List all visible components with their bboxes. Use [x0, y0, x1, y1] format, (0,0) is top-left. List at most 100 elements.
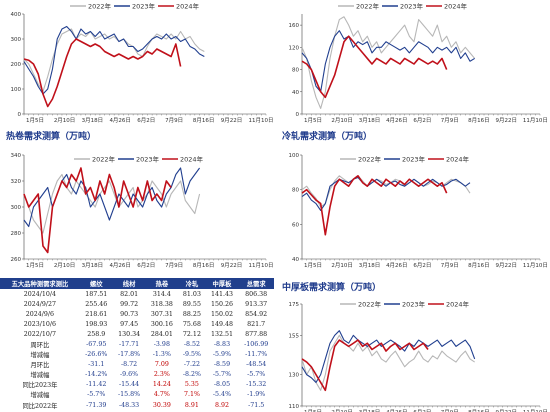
x-tick-label: 1月5日	[304, 409, 322, 412]
x-tick-label: 3月18日	[82, 117, 104, 124]
table-header-cell: 五大品种测需求测比	[0, 278, 80, 289]
series-line-2024年	[301, 339, 429, 392]
table-row-label: 增减幅	[30, 392, 50, 400]
table-row-label: 2022/10/7	[23, 330, 57, 338]
table-cell: -15.44	[119, 381, 140, 389]
x-tick-label: 7月9日	[441, 409, 459, 412]
hot-coil-title: 热卷需求测算（万吨）	[6, 132, 97, 142]
legend-label-1: 2023年	[136, 154, 160, 163]
series-line-2022年	[23, 173, 201, 234]
series-line-2022年	[301, 16, 476, 109]
x-tick-label: 3月18日	[359, 117, 381, 124]
series-line-2023年	[301, 176, 471, 212]
table-row: 同比2023年 -11.42 -15.44 14.24 5.35 -8.05 -15.32	[0, 380, 274, 390]
y-tick-label: 40	[292, 257, 299, 263]
table-row-label: 增减幅	[30, 372, 50, 380]
x-tick-label: 1月5日	[304, 262, 322, 269]
x-tick-label: 7月9日	[441, 262, 459, 269]
table-body: 2024/10/4 187.51 82.01 314.4 81.03 141.43 806.…	[0, 289, 274, 410]
chart-legend: 2022年 2023年 2024年	[340, 154, 470, 163]
x-tick-label: 7月9日	[441, 117, 459, 124]
legend-label-0: 2022年	[88, 1, 112, 10]
chart-legend: 2022年 2023年 2024年	[74, 154, 204, 163]
x-tick-label: 2月10日	[331, 117, 353, 124]
series-line-2024年	[23, 167, 172, 254]
x-tick-label: 7月9日	[165, 262, 183, 269]
cold-rolled-chart-svg: 2022年 2023年 2024年 40 60 80 100 1月5日 2月10日 3月18日 4月…	[289, 153, 548, 269]
y-tick-label: 120	[289, 45, 300, 51]
y-tick-label: 0	[296, 112, 300, 118]
table-cell: -8.52	[183, 341, 201, 349]
x-tick-label: 1月5日	[304, 117, 322, 124]
table-cell: 7.09	[154, 361, 169, 369]
table-header-cell: 总需求	[238, 278, 274, 289]
series-line-2023年	[23, 25, 205, 95]
x-tick-label: 11月10日	[523, 262, 548, 269]
series-line-2023年	[301, 330, 476, 384]
x-tick-label: 9月22日	[495, 262, 517, 269]
table-row-label: 2024/9/27	[23, 300, 57, 308]
legend-label-0: 2022年	[356, 1, 380, 10]
x-tick-label: 2月10日	[331, 409, 353, 412]
table-cell: 198.93	[85, 320, 108, 328]
table-cell: -8.59	[213, 361, 231, 369]
x-tick-label: 2月10日	[54, 117, 76, 124]
table-cell: -17.71	[119, 341, 140, 349]
table-row-label: 2023/10/6	[23, 320, 57, 328]
y-tick-label: 320	[11, 179, 22, 185]
y-tick-label: 80	[292, 188, 299, 194]
table-cell: -71.39	[86, 401, 107, 409]
y-tick-label: 130	[289, 373, 300, 379]
x-tick-label: 4月26日	[109, 117, 131, 124]
legend-label-2: 2024年	[446, 154, 470, 163]
medium-plate-title: 中厚板需求测算（万吨）	[282, 283, 382, 293]
table-cell: 150.02	[210, 310, 234, 318]
table-cell: 149.48	[210, 320, 234, 328]
table-cell: -8.05	[213, 381, 231, 389]
x-tick-label: 9月22日	[221, 262, 243, 269]
x-tick-label: 8月16日	[468, 409, 490, 412]
y-tick-label: 40	[292, 90, 299, 96]
x-tick-label: 3月18日	[359, 262, 381, 269]
y-tick-label: 0	[18, 112, 22, 118]
table-cell: 187.51	[85, 290, 108, 298]
table-cell: 806.38	[245, 290, 268, 298]
table-cell: -3.98	[153, 341, 170, 349]
medium-plate-chart-svg: 2022年 2023年 2024年 110 130 155 175 1月5日 2月10日 3月18…	[289, 299, 548, 412]
demand-summary-table: 五大品种测需求测比 螺纹 线材 热卷 冷轧 中厚板 总需求 2024/10/4 187.51 8…	[0, 278, 274, 412]
legend-label-1: 2023年	[402, 299, 426, 308]
x-tick-label: 4月26日	[386, 117, 408, 124]
table-cell: -5.7%	[212, 371, 232, 379]
x-tick-label: 9月22日	[495, 409, 517, 412]
table-row: 2024/9/6 218.61 90.73 307.31 88.25 150.02 854.…	[0, 309, 274, 319]
y-tick-label: 340	[11, 153, 22, 159]
table-cell: 89.55	[182, 300, 201, 308]
chart-axes: 0 100 200 300 400 1月5日 2月10日 3月18日 4月26日 6月2日 7月9日…	[11, 12, 274, 124]
table-cell: 88.25	[182, 310, 201, 318]
x-tick-label: 8月16日	[193, 117, 215, 124]
chart-axes: 0 40 80 120 160 1月5日 2月10日 3月18日 4月26日 6月2日 7月9日 8月…	[289, 14, 548, 124]
series-line-2024年	[23, 38, 182, 108]
x-tick-label: 9月22日	[221, 117, 243, 124]
table-cell: 218.61	[85, 310, 108, 318]
y-tick-label: 175	[289, 302, 300, 308]
table-cell: 314.4	[152, 290, 171, 298]
table-row: 月环比 -31.1 -8.72 7.09 -7.22 -8.59 -48.54	[0, 360, 274, 370]
table-cell: -48.54	[246, 361, 267, 369]
table-cell: 30.39	[152, 401, 171, 409]
x-tick-label: 4月26日	[386, 409, 408, 412]
table-cell: -26.6%	[85, 351, 108, 359]
table-row-label: 2024/9/6	[25, 310, 55, 318]
x-tick-label: 6月2日	[413, 262, 431, 269]
table-cell: 141.43	[210, 290, 234, 298]
table-row: 周环比 -67.95 -17.71 -3.98 -8.52 -8.83 -106.99	[0, 339, 274, 349]
table-cell: -7.22	[183, 361, 201, 369]
table-cell: -17.8%	[118, 351, 141, 359]
table-row: 同比2022年 -71.39 -48.33 30.39 8.91 8.92 -71.5	[0, 400, 274, 410]
table-cell: 14.24	[152, 381, 171, 389]
x-tick-label: 8月16日	[468, 262, 490, 269]
series-line-2024年	[301, 174, 448, 236]
table-cell: -106.99	[244, 341, 269, 349]
table-cell: -8.83	[213, 341, 231, 349]
legend-label-2: 2024年	[180, 154, 204, 163]
